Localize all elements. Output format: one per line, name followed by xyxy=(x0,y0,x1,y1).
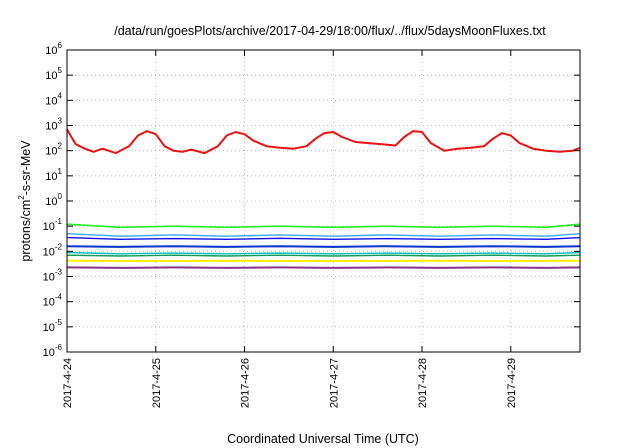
series-line-1 xyxy=(66,128,581,155)
x-tick-label: 2017-4-27 xyxy=(328,358,340,408)
y-tick-label: 100 xyxy=(45,192,62,208)
y-tick-label: 102 xyxy=(45,142,62,158)
y-tick-exponent: 5 xyxy=(58,66,63,75)
y-tick-exponent: 2 xyxy=(58,142,63,151)
y-tick-exponent: 3 xyxy=(58,117,63,126)
y-tick-base: 10 xyxy=(45,45,57,57)
x-tick-label: 2017-4-25 xyxy=(151,358,163,408)
series-line-7 xyxy=(66,254,581,257)
y-tick-label: 104 xyxy=(45,91,62,107)
y-tick-base: 10 xyxy=(43,272,55,284)
series-line-2 xyxy=(66,223,581,229)
y-tick-base: 10 xyxy=(45,146,57,158)
x-tick-labels: 2017-4-24 2017-4-25 2017-4-26 2017-4-27 2017… xyxy=(62,358,518,408)
y-tick-base: 10 xyxy=(43,297,55,309)
y-tick-exponent: 0 xyxy=(58,192,63,201)
y-tick-exponent: 1 xyxy=(58,167,63,176)
series-line-6 xyxy=(66,251,581,255)
ticks xyxy=(66,49,580,353)
y-tick-base: 10 xyxy=(43,322,55,334)
y-tick-exponent: -4 xyxy=(55,293,63,302)
y-tick-exponent: -5 xyxy=(55,318,63,327)
y-tick-exponent: -3 xyxy=(55,268,63,277)
y-tick-base: 10 xyxy=(45,70,57,82)
x-tick-label: 2017-4-26 xyxy=(240,358,252,408)
y-axis-label: protons/cm2-s-sr-MeV xyxy=(17,140,33,262)
y-tick-exponent: -2 xyxy=(55,242,63,251)
grid xyxy=(67,50,580,352)
y-tick-base: 10 xyxy=(45,121,57,133)
chart-title: /data/run/goesPlots/archive/2017-04-29/1… xyxy=(114,24,546,38)
y-axis-label-post: -s-sr-MeV xyxy=(19,140,33,196)
y-tick-exponent: 4 xyxy=(58,91,63,100)
y-tick-label: 10-1 xyxy=(43,217,63,233)
y-tick-base: 10 xyxy=(43,221,55,233)
y-tick-base: 10 xyxy=(45,196,57,208)
series-group xyxy=(66,128,581,269)
y-tick-label: 106 xyxy=(45,41,62,57)
series-line-3 xyxy=(66,233,581,237)
y-tick-base: 10 xyxy=(45,95,57,107)
y-tick-exponent: 6 xyxy=(58,41,63,50)
y-tick-exponent: -6 xyxy=(55,343,63,352)
y-tick-label: 10-3 xyxy=(43,268,63,284)
series-line-9 xyxy=(66,266,581,269)
y-tick-base: 10 xyxy=(43,246,55,258)
y-tick-label: 105 xyxy=(45,66,62,82)
y-tick-base: 10 xyxy=(45,171,57,183)
y-tick-label: 10-4 xyxy=(43,293,63,309)
y-tick-label: 10-5 xyxy=(43,318,63,334)
y-tick-labels: 10610510410310210110010-110-210-310-410-… xyxy=(43,41,63,359)
x-tick-label: 2017-4-28 xyxy=(417,358,429,408)
x-tick-label: 2017-4-29 xyxy=(506,358,518,408)
y-tick-exponent: -1 xyxy=(55,217,63,226)
series-line-4 xyxy=(66,236,581,241)
x-tick-label: 2017-4-24 xyxy=(62,358,74,408)
y-axis-label-sup: 2 xyxy=(17,195,26,200)
x-axis-label: Coordinated Universal Time (UTC) xyxy=(227,432,419,446)
y-tick-label: 103 xyxy=(45,117,62,133)
y-tick-label: 10-6 xyxy=(43,343,63,359)
y-tick-label: 10-2 xyxy=(43,242,63,258)
y-tick-base: 10 xyxy=(43,347,55,359)
y-axis-label-pre: protons/cm xyxy=(19,200,33,262)
series-line-5 xyxy=(66,245,581,248)
y-tick-label: 101 xyxy=(45,167,62,183)
